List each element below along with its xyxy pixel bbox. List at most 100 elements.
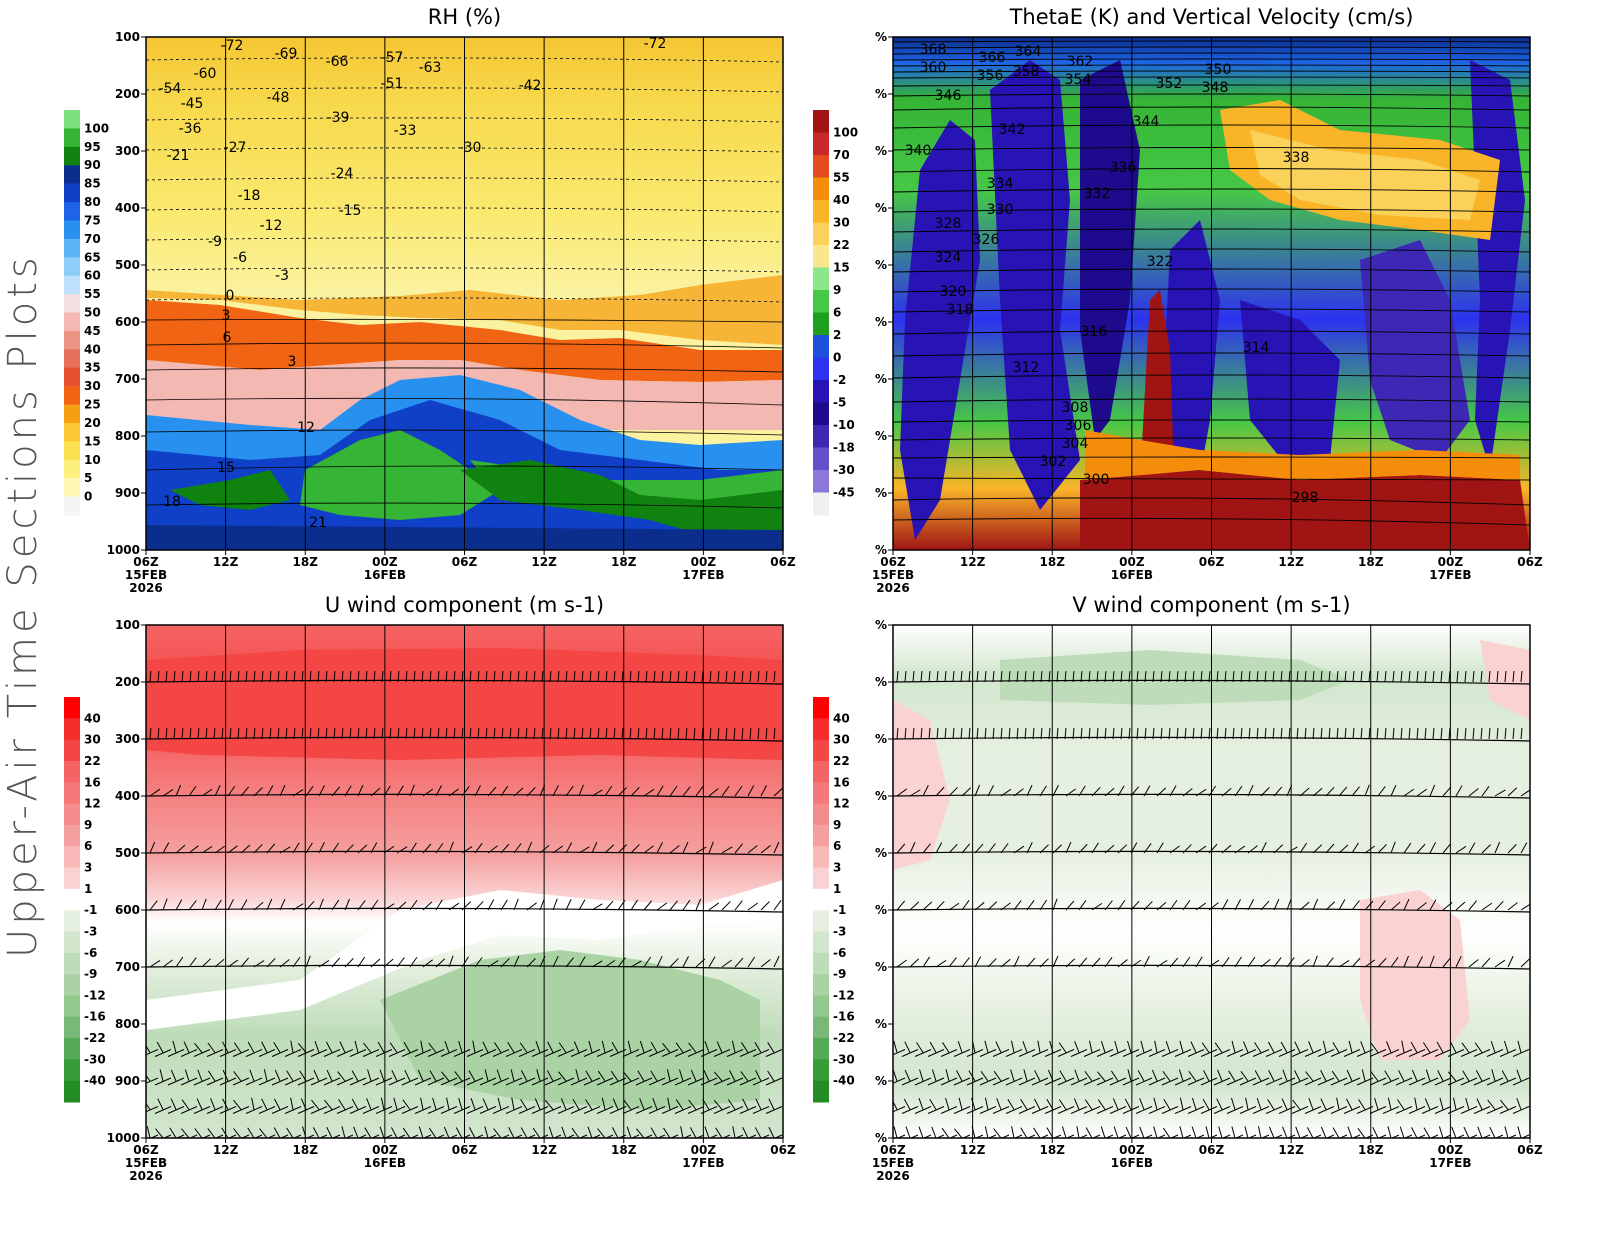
colorbar-swatch <box>813 782 829 805</box>
barb-staff <box>370 1134 380 1138</box>
colorbar-swatch <box>64 349 80 369</box>
barb-flag <box>509 670 512 683</box>
barb-flag <box>560 1098 567 1110</box>
barb-flag <box>1153 1126 1158 1138</box>
rh-contour-label: -57 <box>381 50 404 66</box>
rh-contour-label: -33 <box>394 123 417 139</box>
barb-flag <box>1432 670 1435 683</box>
date-label: 16FEB <box>364 568 406 582</box>
barb-staff <box>479 1077 497 1086</box>
barb-flag <box>146 1126 151 1138</box>
barb-staff <box>1117 1134 1127 1138</box>
barb-flag <box>974 784 981 797</box>
barb-flag <box>996 1098 1002 1110</box>
colorbar-label: -40 <box>833 1074 855 1088</box>
barb-flag <box>157 1098 164 1110</box>
barb-staff <box>739 1049 757 1057</box>
barb-flag <box>1026 784 1033 797</box>
barb-flag <box>637 670 640 683</box>
barb-flag <box>984 1126 989 1138</box>
barb-flag <box>656 955 663 968</box>
barb-flag <box>1244 1126 1249 1138</box>
colorbar-label: 9 <box>833 818 841 832</box>
barb-flag <box>169 1127 177 1138</box>
colorbar-label: 50 <box>84 306 101 320</box>
colorbar-label: 40 <box>84 711 101 725</box>
barb-staff <box>219 1049 237 1057</box>
barb-staff <box>336 1049 354 1057</box>
barb-flag <box>269 670 272 683</box>
barb-flag <box>1377 900 1386 911</box>
u-wind-barbs <box>146 670 783 1138</box>
barb-flag <box>1516 1069 1522 1082</box>
colorbar-label: 60 <box>84 269 101 283</box>
barb-flag <box>363 1042 372 1053</box>
barb-flag <box>1520 842 1528 854</box>
barb-flag <box>445 670 448 683</box>
barb-staff <box>752 1106 770 1114</box>
thetae-contour-label: 366 <box>979 50 1006 66</box>
barb-staff <box>1057 1077 1075 1086</box>
barb-flag <box>1245 1097 1249 1110</box>
pressure-tick-label: % <box>875 258 887 272</box>
barb-flag <box>1384 1070 1392 1082</box>
barb-flag <box>1364 784 1370 797</box>
barb-flag <box>472 1040 476 1053</box>
barb-flag <box>1130 959 1142 968</box>
barb-flag <box>1013 788 1024 797</box>
barb-staff <box>765 1049 783 1057</box>
barb-flag <box>370 899 379 911</box>
barb-flag <box>1264 670 1267 683</box>
barb-flag <box>532 1127 541 1138</box>
barb-flag <box>1178 1069 1184 1082</box>
barb-flag <box>448 841 454 854</box>
colorbar-swatch <box>64 803 80 826</box>
barb-flag <box>286 1070 294 1082</box>
rh-contour-label: -18 <box>238 188 261 204</box>
barb-staff <box>1499 1049 1517 1057</box>
barb-flag <box>1143 785 1151 797</box>
thetae-contour-label: 316 <box>1081 324 1108 340</box>
barb-staff <box>713 1077 731 1086</box>
colorbar-label: -10 <box>833 418 855 432</box>
pressure-tick-label: % <box>875 315 887 329</box>
barb-flag <box>767 1042 775 1053</box>
barb-flag <box>1073 1098 1080 1110</box>
barb-flag <box>1254 1042 1262 1053</box>
barb-staff <box>375 1049 393 1057</box>
barb-flag <box>565 727 568 740</box>
barb-staff <box>896 1134 906 1138</box>
barb-flag <box>173 670 176 683</box>
barb-flag <box>1455 845 1467 854</box>
barb-flag <box>747 902 759 911</box>
barb-staff <box>505 1077 523 1086</box>
barb-flag <box>1442 843 1452 854</box>
barb-flag <box>767 1070 775 1082</box>
barb-flag <box>413 670 416 683</box>
barb-staff <box>1325 1134 1335 1138</box>
pressure-tick-label: % <box>875 960 887 974</box>
barb-staff <box>1382 1049 1400 1057</box>
barb-staff <box>193 1049 211 1057</box>
barb-staff <box>1520 1134 1530 1138</box>
barb-staff <box>726 1106 744 1114</box>
colorbar-label: 75 <box>84 213 101 227</box>
barb-flag <box>1364 959 1375 968</box>
colorbar-swatch <box>64 312 80 332</box>
barb-flag <box>1410 1041 1418 1053</box>
barb-staff <box>726 1049 744 1057</box>
barb-staff <box>893 1106 906 1113</box>
barb-flag <box>389 1042 398 1053</box>
barb-flag <box>349 670 352 683</box>
barb-flag <box>194 1042 203 1053</box>
barb-flag <box>511 1097 515 1110</box>
barb-staff <box>1460 1049 1478 1057</box>
barb-flag <box>1273 957 1282 968</box>
barb-flag <box>741 1042 749 1053</box>
barb-flag <box>1242 1041 1249 1053</box>
barb-flag <box>326 1126 333 1138</box>
barb-flag <box>1268 1126 1275 1138</box>
barb-flag <box>1162 1127 1171 1138</box>
barb-flag <box>1182 956 1191 968</box>
